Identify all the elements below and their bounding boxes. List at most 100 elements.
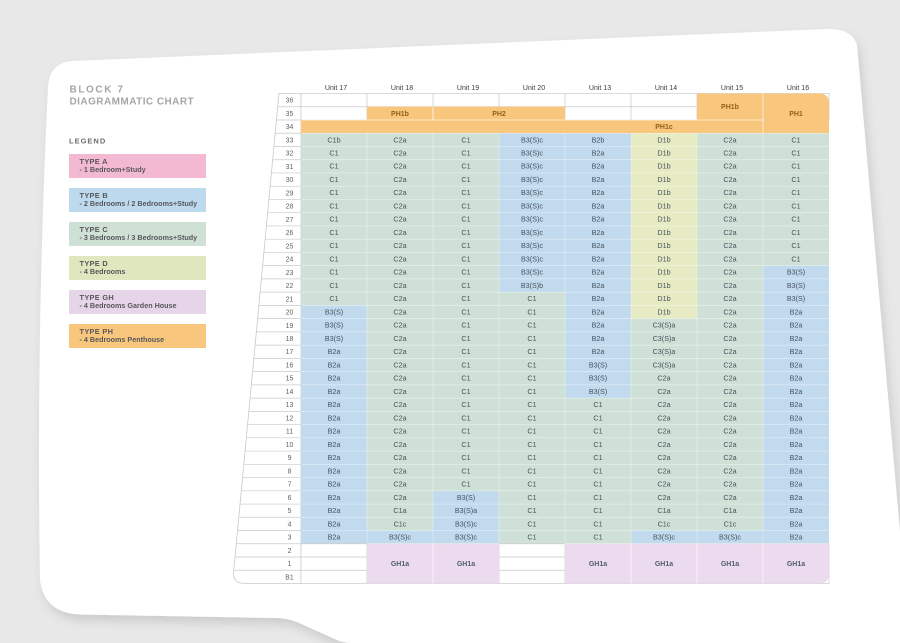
svg-text:28: 28 bbox=[286, 204, 294, 211]
svg-text:GH1a: GH1a bbox=[589, 561, 607, 568]
svg-text:D1b: D1b bbox=[657, 162, 670, 171]
svg-text:C2a: C2a bbox=[723, 334, 736, 343]
svg-text:B2a: B2a bbox=[790, 387, 803, 396]
svg-text:4: 4 bbox=[288, 521, 292, 528]
svg-text:C2a: C2a bbox=[723, 493, 736, 502]
svg-text:C2a: C2a bbox=[657, 427, 670, 436]
svg-text:LEGEND: LEGEND bbox=[69, 136, 106, 145]
svg-text:D1b: D1b bbox=[657, 201, 670, 210]
svg-text:C1c: C1c bbox=[658, 519, 671, 528]
svg-text:C1: C1 bbox=[593, 400, 602, 409]
svg-text:10: 10 bbox=[286, 442, 294, 449]
svg-text:B2a: B2a bbox=[592, 307, 605, 316]
svg-text:C1: C1 bbox=[461, 307, 470, 316]
svg-text:C2a: C2a bbox=[723, 453, 736, 462]
svg-text:C2a: C2a bbox=[393, 400, 406, 409]
svg-text:B3(S)a: B3(S)a bbox=[455, 506, 477, 515]
svg-text:C1: C1 bbox=[791, 175, 800, 184]
svg-text:20: 20 bbox=[286, 310, 294, 317]
svg-text:C1: C1 bbox=[527, 440, 536, 449]
svg-text:C1: C1 bbox=[329, 281, 338, 290]
svg-text:B3(S): B3(S) bbox=[325, 307, 343, 316]
svg-text:B2a: B2a bbox=[328, 413, 341, 422]
svg-text:8: 8 bbox=[288, 468, 292, 475]
svg-text:C1: C1 bbox=[593, 506, 602, 515]
svg-text:B2a: B2a bbox=[790, 360, 803, 369]
svg-text:GH1a: GH1a bbox=[721, 561, 739, 568]
svg-text:C1: C1 bbox=[461, 480, 470, 489]
svg-text:C1: C1 bbox=[527, 413, 536, 422]
svg-text:C1: C1 bbox=[791, 135, 800, 144]
svg-text:TYPE PH: TYPE PH bbox=[80, 327, 114, 336]
svg-text:C1: C1 bbox=[329, 254, 338, 263]
svg-text:C1: C1 bbox=[461, 321, 470, 330]
svg-text:B3(S)c: B3(S)c bbox=[455, 519, 477, 528]
svg-text:C1: C1 bbox=[461, 215, 470, 224]
svg-text:B3(S): B3(S) bbox=[787, 281, 805, 290]
svg-text:C2a: C2a bbox=[393, 440, 406, 449]
svg-text:C1: C1 bbox=[527, 307, 536, 316]
svg-text:B3(S): B3(S) bbox=[457, 493, 475, 502]
svg-text:B2a: B2a bbox=[592, 228, 605, 237]
svg-text:C2a: C2a bbox=[393, 466, 406, 475]
svg-text:C2a: C2a bbox=[723, 307, 736, 316]
svg-text:D1b: D1b bbox=[657, 307, 670, 316]
svg-text:B3(S)c: B3(S)c bbox=[389, 533, 411, 542]
svg-text:C2a: C2a bbox=[657, 374, 670, 383]
svg-text:C2a: C2a bbox=[393, 480, 406, 489]
svg-text:C1: C1 bbox=[527, 427, 536, 436]
svg-text:C1: C1 bbox=[329, 215, 338, 224]
svg-text:21: 21 bbox=[286, 296, 294, 303]
svg-text:D1b: D1b bbox=[657, 294, 670, 303]
svg-text:C1: C1 bbox=[527, 321, 536, 330]
svg-text:24: 24 bbox=[286, 257, 294, 264]
svg-text:C1: C1 bbox=[527, 374, 536, 383]
svg-text:C1: C1 bbox=[461, 466, 470, 475]
svg-text:B3(S)c: B3(S)c bbox=[521, 148, 543, 157]
svg-text:Unit 14: Unit 14 bbox=[655, 85, 677, 92]
svg-text:34: 34 bbox=[286, 124, 294, 131]
svg-text:1: 1 bbox=[288, 561, 292, 568]
svg-text:B3(S): B3(S) bbox=[325, 334, 343, 343]
svg-text:B3(S)c: B3(S)c bbox=[719, 533, 741, 542]
svg-text:C2a: C2a bbox=[723, 480, 736, 489]
svg-text:C1: C1 bbox=[329, 228, 338, 237]
svg-text:C2a: C2a bbox=[723, 281, 736, 290]
svg-text:C1: C1 bbox=[461, 201, 470, 210]
svg-text:C1: C1 bbox=[329, 175, 338, 184]
svg-text:B3(S)c: B3(S)c bbox=[521, 188, 543, 197]
svg-text:C2a: C2a bbox=[723, 188, 736, 197]
svg-text:C2a: C2a bbox=[723, 294, 736, 303]
svg-text:C1: C1 bbox=[527, 519, 536, 528]
svg-text:D1b: D1b bbox=[657, 175, 670, 184]
svg-text:C1: C1 bbox=[593, 440, 602, 449]
svg-text:14: 14 bbox=[286, 389, 294, 396]
svg-text:B2a: B2a bbox=[592, 254, 605, 263]
svg-text:B2a: B2a bbox=[790, 307, 803, 316]
svg-text:C1: C1 bbox=[461, 228, 470, 237]
svg-text:C2a: C2a bbox=[393, 307, 406, 316]
svg-text:B3(S)c: B3(S)c bbox=[521, 162, 543, 171]
svg-text:C2a: C2a bbox=[393, 294, 406, 303]
svg-text:C1: C1 bbox=[527, 506, 536, 515]
svg-text:Unit 15: Unit 15 bbox=[721, 85, 743, 92]
svg-text:B2a: B2a bbox=[592, 268, 605, 277]
svg-text:C2a: C2a bbox=[393, 427, 406, 436]
svg-text:Unit 19: Unit 19 bbox=[457, 85, 479, 92]
svg-text:B2a: B2a bbox=[328, 427, 341, 436]
svg-text:C1c: C1c bbox=[724, 519, 737, 528]
svg-text:25: 25 bbox=[286, 243, 294, 250]
svg-text:B3(S)c: B3(S)c bbox=[521, 175, 543, 184]
svg-text:C2a: C2a bbox=[723, 135, 736, 144]
svg-text:C1: C1 bbox=[527, 466, 536, 475]
svg-text:18: 18 bbox=[286, 336, 294, 343]
svg-text:26: 26 bbox=[286, 230, 294, 237]
svg-text:C2a: C2a bbox=[393, 360, 406, 369]
svg-text:C1: C1 bbox=[461, 374, 470, 383]
svg-text:B2a: B2a bbox=[592, 162, 605, 171]
svg-text:C1: C1 bbox=[461, 162, 470, 171]
svg-text:TYPE A: TYPE A bbox=[80, 157, 109, 166]
svg-text:B3(S)c: B3(S)c bbox=[521, 241, 543, 250]
svg-text:C2a: C2a bbox=[723, 466, 736, 475]
svg-text:B3(S): B3(S) bbox=[589, 387, 607, 396]
